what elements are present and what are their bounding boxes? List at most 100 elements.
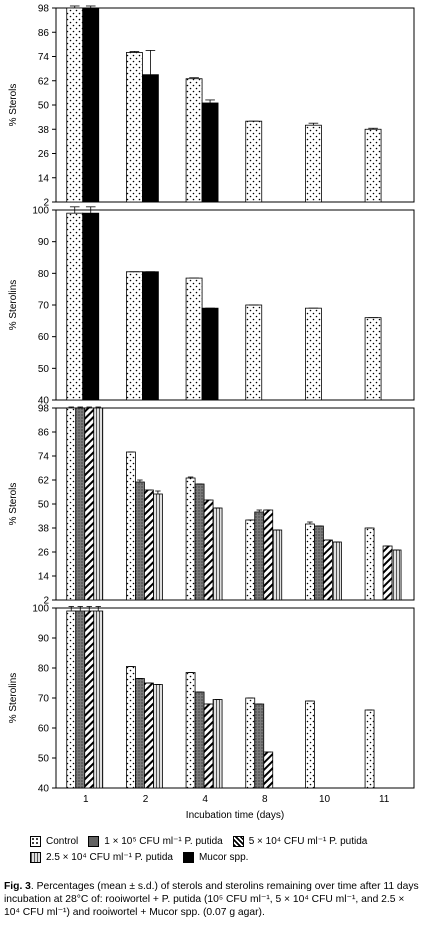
- y-tick-label: 50: [38, 364, 50, 375]
- y-tick-label: 74: [38, 52, 50, 63]
- x-tick-label: 10: [319, 794, 331, 805]
- bar-control: [185, 477, 196, 601]
- y-tick-label: 40: [38, 784, 50, 795]
- chart-panel-2: 40 50 60 70 80 90 100 % Sterolins: [8, 206, 415, 407]
- bar-c1e5: [194, 691, 205, 789]
- y-tick-label: 14: [38, 173, 50, 184]
- bar-c1e5: [75, 610, 86, 789]
- bar-c25e4: [93, 407, 104, 601]
- bar-c1e5: [135, 678, 145, 789]
- legend-swatch-c1e5: [88, 835, 100, 847]
- bar-mucor: [142, 74, 159, 203]
- y-tick-label: 38: [38, 125, 50, 136]
- bar-c25e4: [272, 529, 283, 601]
- bar-control: [245, 120, 263, 203]
- plot-frame: [55, 407, 415, 601]
- y-tick-label: 70: [38, 301, 50, 312]
- bar-control: [66, 212, 84, 401]
- caption-text: . Percentages (mean ± s.d.) of sterols a…: [4, 881, 419, 918]
- y-tick-label: 90: [38, 237, 50, 248]
- bar-c1e5: [314, 525, 324, 601]
- legend-item-mucor: Mucor spp.: [182, 851, 248, 863]
- bar-c5e4: [144, 682, 154, 789]
- y-tick-label: 14: [38, 572, 50, 583]
- y-tick-label: 100: [32, 604, 49, 615]
- y-tick-label: 70: [38, 694, 50, 705]
- figure-caption: Fig. 3. Percentages (mean ± s.d.) of ste…: [4, 880, 419, 919]
- y-tick-label: 2: [43, 198, 49, 209]
- bar-control: [126, 666, 136, 789]
- legend: Control 1 × 10⁵ CFU ml⁻¹ P. putida 5 × 1…: [30, 833, 420, 865]
- bar-mucor: [82, 212, 100, 401]
- bar-control: [364, 128, 382, 203]
- bar-control: [245, 519, 256, 601]
- y-tick-label: 40: [38, 396, 50, 407]
- caption-label: Fig. 3: [4, 881, 31, 892]
- y-axis-label: % Sterols: [8, 483, 19, 526]
- bar-c5e4: [203, 703, 214, 789]
- x-tick-label: 11: [379, 794, 390, 805]
- bar-control: [126, 52, 143, 203]
- legend-swatch-c5e4: [232, 835, 244, 847]
- bar-c5e4: [84, 610, 95, 789]
- bar-c25e4: [391, 549, 402, 601]
- y-tick-label: 60: [38, 332, 50, 343]
- legend-label-c1e5: 1 × 10⁵ CFU ml⁻¹ P. putida: [104, 835, 223, 847]
- bar-c5e4: [323, 539, 333, 601]
- legend-item-c5e4: 5 × 10⁴ CFU ml⁻¹ P. putida: [232, 835, 368, 847]
- x-tick-label: 4: [202, 794, 208, 805]
- bar-c25e4: [212, 699, 223, 789]
- bar-control: [126, 271, 143, 401]
- bar-c25e4: [332, 541, 342, 601]
- y-tick-label: 62: [38, 476, 50, 487]
- chart-panel-1: 2 14 26 38 50 62 74 86 98 % Sterols: [8, 4, 415, 209]
- y-tick-label: 26: [38, 149, 50, 160]
- y-tick-label: 80: [38, 269, 50, 280]
- x-tick-label: 1: [83, 794, 89, 805]
- y-tick-label: 50: [38, 500, 50, 511]
- y-tick-label: 98: [38, 4, 50, 15]
- bar-mucor: [82, 7, 100, 203]
- chart-panel-4: 40 50 60 70 80 90 100 % Sterolins 1 2 4 8 10 11 Incuba…: [8, 604, 415, 821]
- bar-c1e5: [254, 703, 265, 789]
- bar-control: [364, 317, 382, 401]
- y-axis-label: % Sterols: [8, 84, 19, 127]
- bar-c1e5: [75, 407, 86, 601]
- legend-item-c25e4: 2.5 × 10⁴ CFU ml⁻¹ P. putida: [30, 851, 173, 863]
- legend-label-c25e4: 2.5 × 10⁴ CFU ml⁻¹ P. putida: [46, 851, 173, 863]
- y-tick-label: 98: [38, 404, 50, 415]
- bar-control: [185, 78, 203, 203]
- bar-control: [305, 307, 322, 401]
- bar-control: [245, 697, 256, 789]
- bar-c25e4: [212, 507, 223, 601]
- y-tick-label: 60: [38, 724, 50, 735]
- y-tick-label: 50: [38, 101, 50, 112]
- bar-c25e4: [93, 610, 104, 789]
- bar-control: [66, 7, 84, 203]
- plot-frame: [55, 209, 415, 401]
- chart-panel-3: 2 14 26 38 50 62 74 86 98 % Sterols: [8, 404, 415, 607]
- bar-control: [185, 672, 196, 789]
- bar-control: [305, 124, 322, 203]
- bar-control: [305, 700, 315, 789]
- x-axis-label: Incubation time (days): [186, 810, 284, 821]
- legend-swatch-control: [30, 835, 41, 847]
- legend-label-c5e4: 5 × 10⁴ CFU ml⁻¹ P. putida: [248, 835, 368, 847]
- legend-label-control: Control: [46, 835, 79, 847]
- bar-c1e5: [194, 483, 205, 601]
- y-tick-label: 38: [38, 524, 50, 535]
- bar-c1e5: [254, 511, 265, 601]
- legend-item-control: Control: [30, 835, 79, 847]
- x-tick-label: 8: [262, 794, 268, 805]
- bar-control: [126, 451, 136, 601]
- bar-mucor: [201, 307, 219, 401]
- legend-item-c1e5: 1 × 10⁵ CFU ml⁻¹ P. putida: [88, 835, 223, 847]
- y-tick-label: 90: [38, 634, 50, 645]
- y-tick-label: 26: [38, 548, 50, 559]
- y-tick-label: 74: [38, 452, 50, 463]
- bar-c5e4: [203, 499, 214, 601]
- bar-c5e4: [84, 407, 95, 601]
- bar-c1e5: [135, 481, 145, 601]
- bar-c5e4: [263, 751, 274, 789]
